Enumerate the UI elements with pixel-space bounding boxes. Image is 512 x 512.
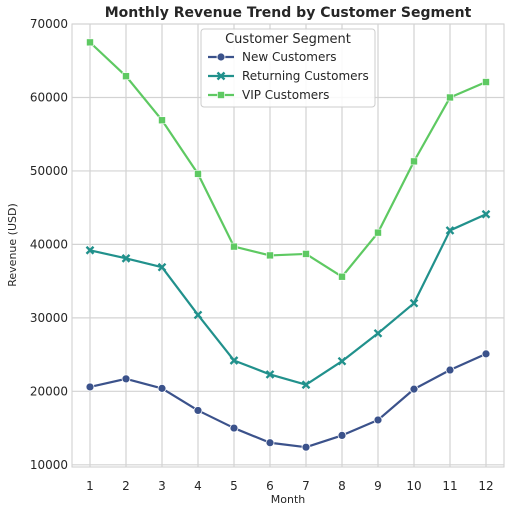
x-tick-label: 5 bbox=[230, 479, 238, 493]
data-point bbox=[265, 438, 275, 448]
data-point bbox=[266, 251, 274, 260]
data-point bbox=[157, 262, 167, 272]
legend-item: VIP Customers bbox=[208, 88, 329, 102]
x-tick-label: 8 bbox=[338, 479, 346, 493]
series-line bbox=[89, 41, 487, 278]
x-tick-labels: 1 2 3 4 5 6 7 8 9 10 11 12 bbox=[86, 479, 493, 493]
data-point bbox=[122, 72, 130, 80]
x-tick-label: 2 bbox=[122, 479, 130, 493]
y-tick-label: 10000 bbox=[30, 458, 68, 472]
data-point bbox=[229, 356, 239, 365]
series-line bbox=[89, 352, 487, 449]
data-point bbox=[338, 272, 346, 281]
data-point bbox=[481, 349, 491, 359]
data-point bbox=[229, 423, 239, 433]
legend-marker bbox=[216, 71, 226, 81]
x-tick-label: 3 bbox=[158, 479, 166, 493]
y-tick-label: 60000 bbox=[30, 90, 68, 104]
x-tick-label: 12 bbox=[478, 479, 493, 493]
data-point bbox=[482, 78, 490, 86]
series-line bbox=[89, 213, 487, 386]
series-new-customers bbox=[85, 349, 491, 452]
data-point bbox=[301, 442, 311, 452]
y-axis-label: Revenue (USD) bbox=[6, 203, 19, 287]
x-tick-label: 4 bbox=[194, 479, 202, 493]
x-tick-label: 10 bbox=[406, 479, 421, 493]
data-point bbox=[86, 38, 94, 47]
y-tick-label: 40000 bbox=[30, 237, 68, 251]
data-point bbox=[193, 406, 203, 415]
data-point bbox=[337, 431, 347, 440]
legend-item: New Customers bbox=[208, 50, 337, 64]
data-point bbox=[446, 93, 454, 102]
legend-label: VIP Customers bbox=[242, 88, 329, 102]
data-point bbox=[373, 415, 383, 425]
x-tick-label: 1 bbox=[86, 479, 94, 493]
x-axis-label: Month bbox=[271, 493, 306, 506]
legend-marker bbox=[217, 91, 225, 99]
series-vip-customers bbox=[86, 38, 490, 281]
data-point bbox=[85, 245, 95, 255]
data-point bbox=[301, 380, 311, 390]
data-point bbox=[410, 157, 418, 166]
data-point bbox=[409, 298, 419, 308]
x-tick-label: 6 bbox=[266, 479, 274, 493]
data-point bbox=[302, 250, 310, 258]
data-point bbox=[409, 384, 419, 394]
y-tick-label: 20000 bbox=[30, 384, 68, 398]
data-point bbox=[445, 365, 455, 375]
x-tick-label: 9 bbox=[374, 479, 382, 493]
legend-label: New Customers bbox=[242, 50, 337, 64]
legend-marker bbox=[216, 52, 226, 62]
legend-label: Returning Customers bbox=[242, 69, 369, 83]
y-tick-labels: 10000 20000 30000 40000 50000 60000 70000 bbox=[30, 17, 68, 472]
data-point bbox=[445, 226, 455, 235]
data-point bbox=[157, 383, 167, 393]
data-point bbox=[481, 209, 491, 219]
data-point bbox=[374, 228, 382, 237]
legend-title: Customer Segment bbox=[225, 32, 351, 47]
data-point bbox=[194, 170, 202, 178]
series-layer bbox=[85, 38, 491, 452]
data-point bbox=[373, 328, 383, 338]
chart-title: Monthly Revenue Trend by Customer Segmen… bbox=[105, 5, 472, 21]
y-tick-label: 30000 bbox=[30, 311, 68, 325]
series-returning-customers bbox=[85, 209, 491, 390]
legend-item: Returning Customers bbox=[208, 69, 369, 83]
y-tick-label: 70000 bbox=[30, 17, 68, 31]
legend-frame bbox=[200, 28, 376, 108]
data-point bbox=[121, 254, 131, 263]
data-point bbox=[193, 310, 203, 320]
data-point bbox=[121, 374, 131, 384]
y-tick-label: 50000 bbox=[30, 164, 68, 178]
x-tick-label: 11 bbox=[442, 479, 457, 493]
data-point bbox=[337, 356, 347, 366]
legend: Customer Segment New Customers Returning … bbox=[200, 28, 376, 108]
data-point bbox=[265, 370, 275, 379]
data-point bbox=[85, 382, 95, 392]
x-tick-label: 7 bbox=[302, 479, 310, 493]
data-point bbox=[158, 116, 166, 125]
data-point bbox=[230, 242, 238, 251]
